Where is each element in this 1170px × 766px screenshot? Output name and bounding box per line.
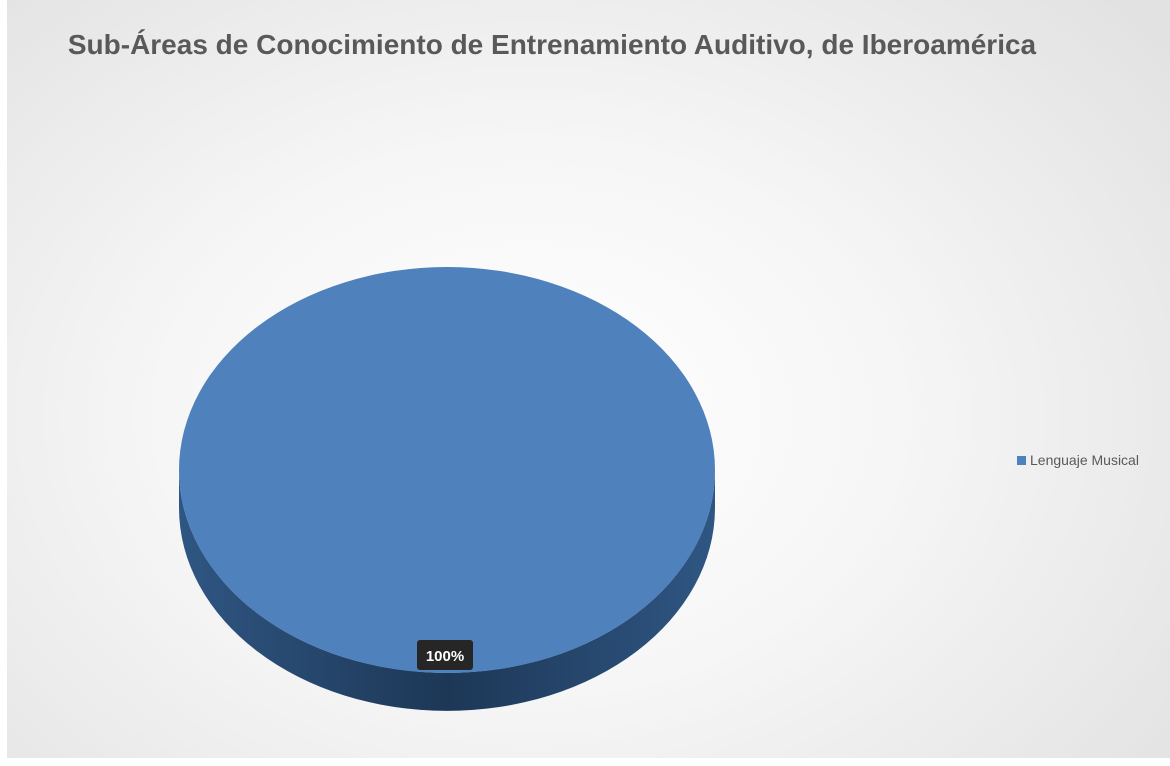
legend-label: Lenguaje Musical bbox=[1030, 452, 1139, 468]
data-label-text: 100% bbox=[426, 648, 464, 665]
pie-chart: 100% bbox=[179, 267, 715, 711]
pie-slice-lenguaje-musical bbox=[179, 267, 715, 673]
pie-slices bbox=[179, 267, 715, 711]
data-label-box bbox=[417, 640, 473, 670]
pie-slice-side-lenguaje-musical bbox=[179, 470, 715, 711]
chart-area: Sub-Áreas de Conocimiento de Entrenamien… bbox=[7, 0, 1170, 758]
legend: Lenguaje Musical bbox=[1017, 452, 1139, 468]
chart-title: Sub-Áreas de Conocimiento de Entrenamien… bbox=[67, 29, 1037, 60]
data-labels: 100% bbox=[417, 640, 473, 670]
legend-swatch bbox=[1017, 455, 1026, 465]
